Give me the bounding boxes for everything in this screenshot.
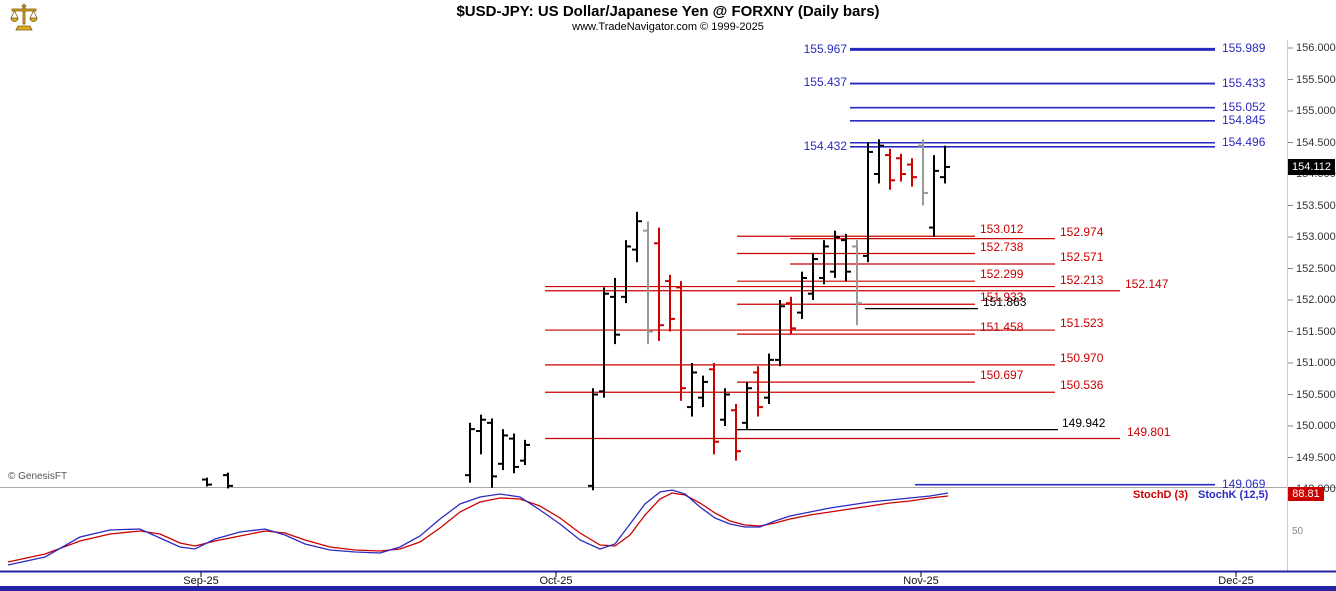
price-axis-ticks	[1288, 47, 1293, 490]
chart-subtitle: www.TradeNavigator.com © 1999-2025	[572, 21, 764, 33]
price-bars	[202, 139, 950, 491]
stoch-value-badge: 88.81	[1288, 487, 1324, 501]
stochastic-curves	[7, 489, 949, 566]
stoch-mid-level-label: 50	[1292, 526, 1304, 537]
stochd-legend-label: StochD (3)	[1133, 489, 1188, 501]
stochk-legend-label: StochK (12,5)	[1198, 489, 1269, 501]
genesis-logo-icon	[8, 3, 40, 33]
date-axis[interactable]	[0, 570, 1336, 591]
genesis-watermark: © GenesisFT	[8, 471, 68, 482]
trendline-tools[interactable]	[545, 47, 1215, 486]
chart-frame	[0, 40, 1336, 571]
chart-title: $USD-JPY: US Dollar/Japanese Yen @ FORXN…	[456, 3, 880, 20]
chart-scrollbar[interactable]	[0, 586, 1336, 591]
last-price-badge: 154.112	[1288, 159, 1335, 175]
